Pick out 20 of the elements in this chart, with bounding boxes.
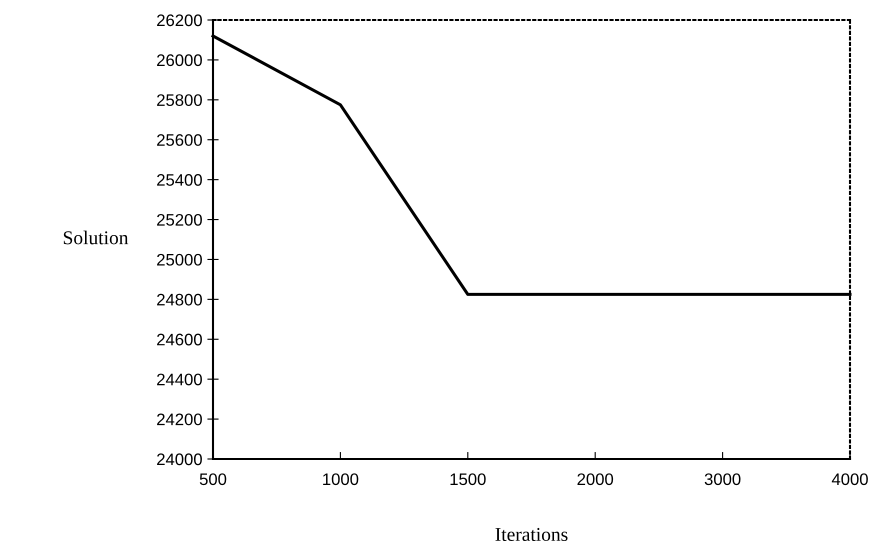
x-tick-label: 2000: [578, 473, 614, 486]
y-axis-title: Solution: [64, 230, 128, 244]
y-tick-label: 25800: [157, 94, 202, 106]
y-tick-label: 26000: [157, 54, 202, 66]
y-tick-label: 24600: [157, 334, 202, 346]
y-tick-label: 25600: [157, 134, 202, 146]
y-tick-label: 24800: [157, 294, 202, 306]
y-tick-label: 25000: [157, 254, 202, 266]
y-tick-label: 25400: [157, 174, 202, 186]
x-tick-label: 1000: [323, 473, 358, 486]
y-tick-label: 24400: [157, 374, 202, 386]
y-tick-label: 24200: [157, 413, 202, 426]
x-axis-title: Iterations: [495, 528, 568, 541]
x-tick-label: 4000: [832, 473, 868, 486]
y-tick-label: 25200: [157, 214, 202, 226]
x-tick-label: 1500: [450, 473, 486, 486]
y-tick-label: 24000: [157, 453, 202, 466]
x-tick-label: 3000: [704, 473, 740, 486]
y-tick-label: 26200: [157, 14, 202, 26]
x-tick-label: 500: [200, 473, 226, 486]
